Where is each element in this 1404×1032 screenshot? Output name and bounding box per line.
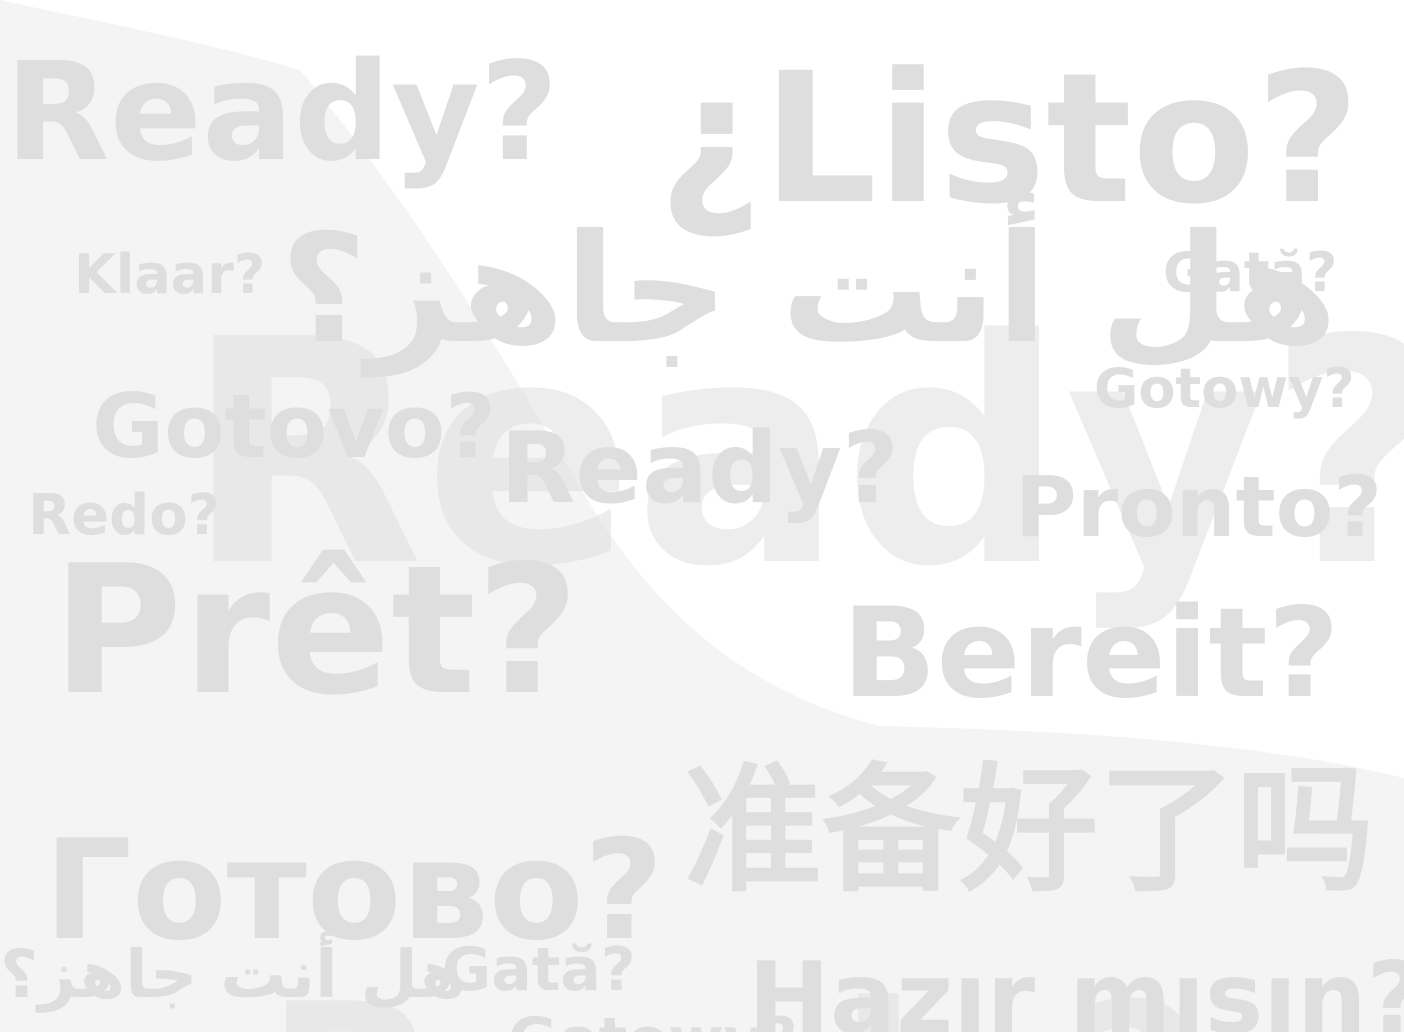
- ready-top-left: Ready?: [5, 34, 559, 192]
- ready-huge-bg: Ready?: [185, 274, 1404, 635]
- gotowy-bottom: Gotowy?: [508, 1010, 798, 1032]
- chinese: 准备好了吗: [684, 750, 1375, 911]
- bereit: Bereit?: [842, 582, 1340, 726]
- gotovo-cyrillic: Готово?: [44, 810, 664, 971]
- pret: Prêt?: [52, 527, 580, 734]
- gata-top: Gată?: [1163, 241, 1338, 304]
- redo: Redo?: [28, 483, 221, 548]
- hazir: Hazır mısın?: [748, 942, 1404, 1032]
- arabic-small: هل أنت جاهز؟: [0, 936, 466, 1013]
- ready-middle: Ready?: [500, 412, 899, 526]
- listo: ¿Listo?: [658, 35, 1361, 244]
- pronto: Pronto?: [1015, 458, 1383, 556]
- arabic-large: هل أنت جاهز؟: [280, 203, 1338, 377]
- gata-bottom: Gată?: [442, 935, 636, 1005]
- klaar: Klaar?: [74, 243, 266, 306]
- gotowy-top: Gotowy?: [1094, 357, 1355, 420]
- gotovo: Gotovo?: [92, 375, 497, 478]
- ready-bottom-bg: Ready?: [265, 975, 1201, 1032]
